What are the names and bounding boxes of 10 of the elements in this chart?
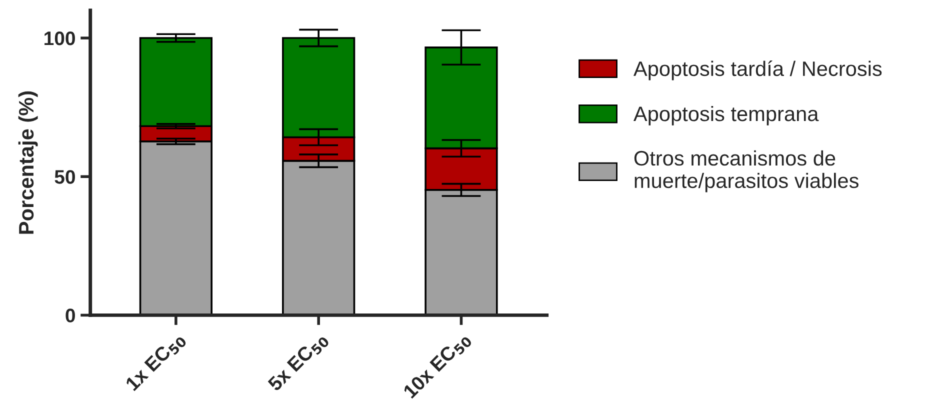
y-tick-label: 100 — [44, 31, 75, 46]
y-axis-title: Porcentaje (%) — [18, 91, 38, 234]
x-tick-label: 1x EC$_{50}$ — [124, 331, 188, 394]
legend-label: Otros mecanismos de muerte/parasitos viables — [634, 150, 858, 192]
y-tick-label: 50 — [54, 170, 75, 184]
y-tick-label: 0 — [66, 308, 75, 322]
legend-label: Apoptosis tardía / Necrosis — [633, 60, 882, 80]
x-tick-label: 10x EC$_{50}$ — [402, 330, 473, 402]
x-tick-label: 5x EC$_{50}$ — [267, 331, 330, 394]
legend-label: Apoptosis temprana — [633, 106, 819, 126]
